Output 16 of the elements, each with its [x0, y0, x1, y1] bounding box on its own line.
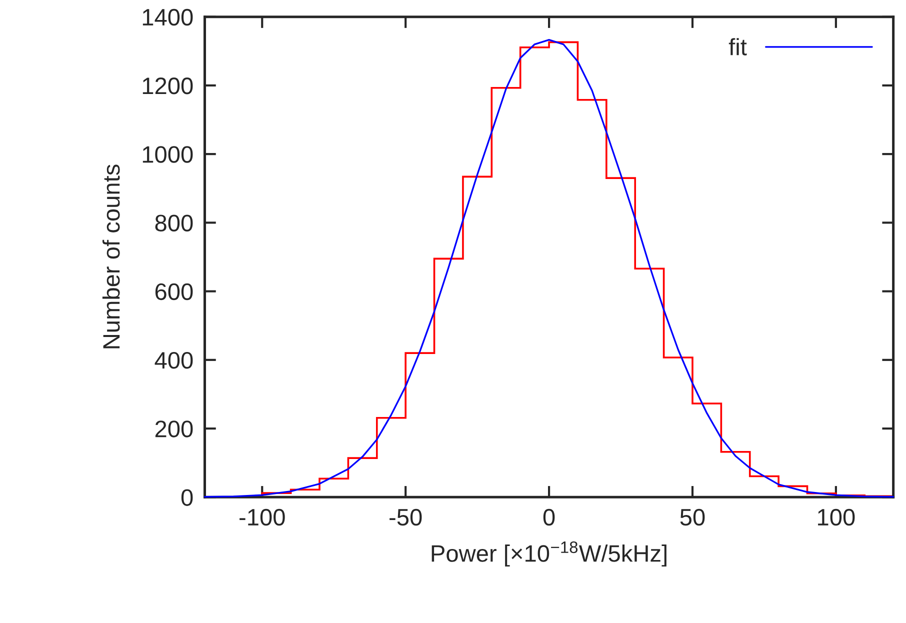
x-tick-label: 0	[543, 508, 555, 526]
y-tick-label: 200	[155, 420, 193, 438]
y-tick-label: 800	[155, 214, 193, 232]
y-axis-title: Number of counts	[102, 164, 120, 348]
y-tick-label: 400	[154, 352, 193, 369]
y-tick-label: 0	[181, 489, 193, 506]
y-tick-label: 1200	[142, 78, 193, 94]
x-tick-label: -50	[390, 508, 422, 526]
y-tick-label: 1000	[142, 146, 193, 163]
x-tick-label: -100	[240, 508, 285, 526]
legend-label: fit	[728, 38, 747, 56]
x-tick-label: 50	[680, 508, 705, 526]
x-tick-label: 100	[818, 508, 855, 526]
y-tick-label: 600	[155, 283, 193, 300]
y-tick-label: 1400	[142, 8, 193, 26]
x-axis-title: Power [×10$^{−18}$W/5kHz]	[432, 541, 666, 567]
